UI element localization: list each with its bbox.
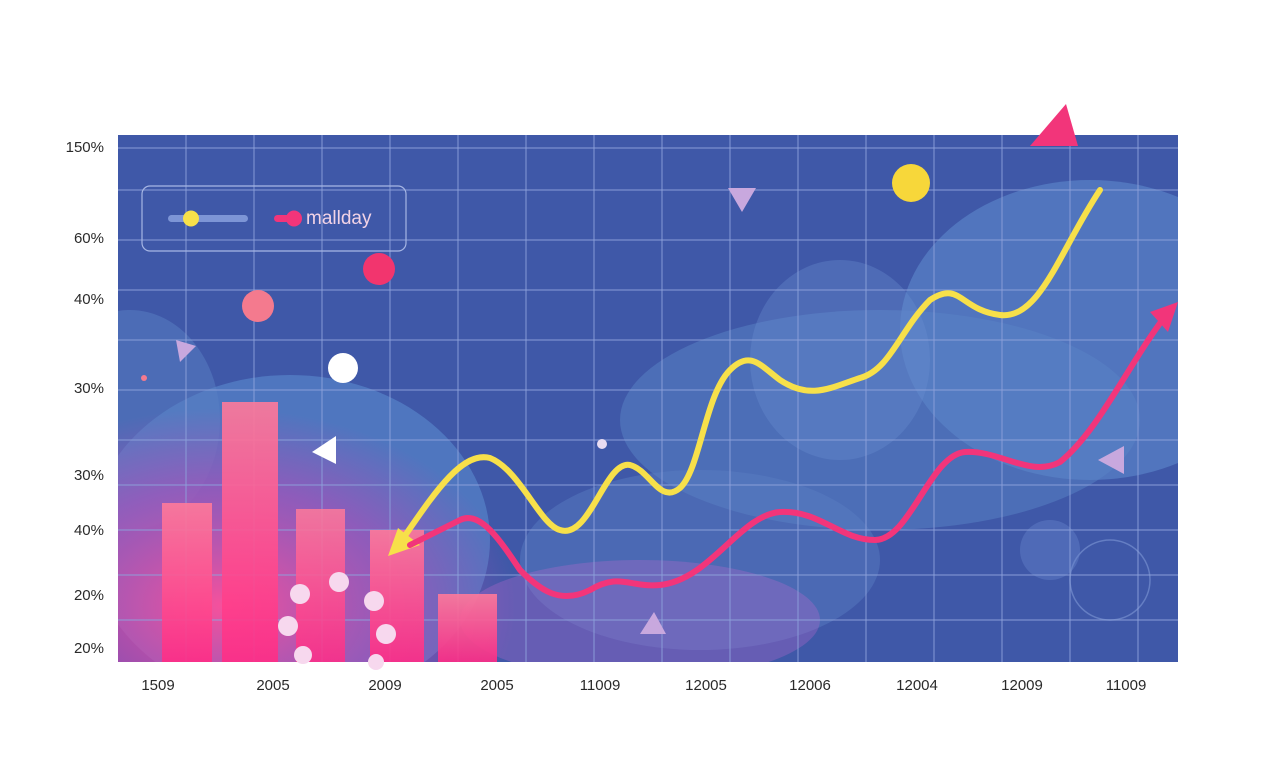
bar bbox=[222, 402, 278, 662]
y-tick-label: 60% bbox=[74, 230, 104, 247]
x-tick-label: 1509 bbox=[141, 677, 174, 694]
y-tick-label: 40% bbox=[74, 522, 104, 539]
dots bbox=[278, 572, 396, 670]
yellow-line bbox=[392, 187, 1103, 553]
legend: mallday bbox=[141, 185, 407, 252]
y-tick-label: 30% bbox=[74, 380, 104, 397]
x-tick-label: 2009 bbox=[368, 677, 401, 694]
y-tick-label: 30% bbox=[74, 467, 104, 484]
legend-label: mallday bbox=[306, 208, 372, 229]
x-tick-label: 12004 bbox=[896, 677, 938, 694]
x-tick-label: 12009 bbox=[1001, 677, 1043, 694]
x-tick-label: 12006 bbox=[789, 677, 831, 694]
y-tick-label: 20% bbox=[74, 640, 104, 657]
bar bbox=[438, 594, 497, 662]
x-tick-label: 11009 bbox=[580, 677, 621, 694]
y-tick-label: 150% bbox=[66, 139, 104, 156]
pink-line bbox=[407, 307, 1173, 600]
x-tick-label: 2005 bbox=[256, 677, 289, 694]
bar bbox=[162, 503, 212, 662]
y-tick-label: 20% bbox=[74, 587, 104, 604]
arrowhead bbox=[388, 528, 420, 556]
x-tick-label: 11009 bbox=[1106, 677, 1147, 694]
x-tick-label: 12005 bbox=[685, 677, 727, 694]
y-tick-label: 40% bbox=[74, 291, 104, 308]
x-tick-label: 2005 bbox=[480, 677, 513, 694]
shapes bbox=[141, 104, 1124, 634]
arrowhead bbox=[1150, 302, 1178, 332]
grid bbox=[118, 135, 1178, 662]
